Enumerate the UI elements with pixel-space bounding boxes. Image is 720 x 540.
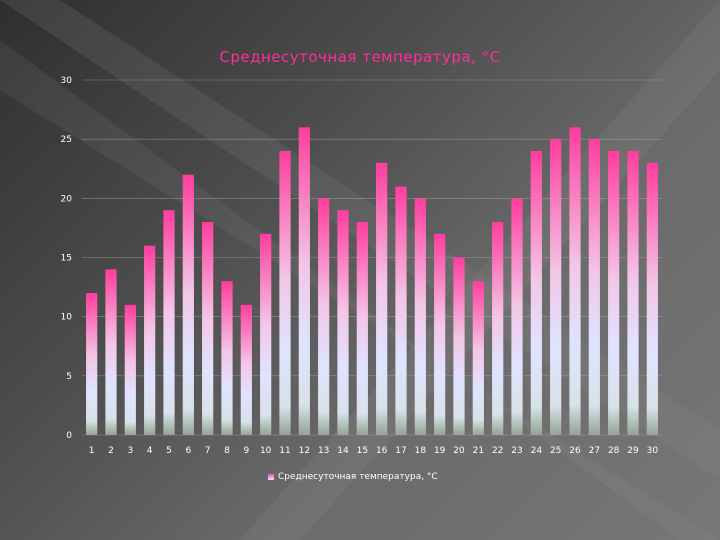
bar	[530, 151, 542, 435]
bar	[163, 210, 175, 435]
x-tick-label: 20	[453, 446, 465, 456]
x-tick-label: 11	[279, 446, 290, 456]
bar	[124, 304, 136, 435]
x-tick-label: 3	[127, 446, 133, 456]
bar	[569, 127, 581, 435]
x-tick-label: 28	[608, 446, 620, 456]
bar	[105, 269, 117, 435]
y-axis-tick-labels: 0 5 10 15 20 25 30	[61, 76, 73, 441]
bar	[588, 139, 600, 435]
x-axis-tick-labels: 1 2 3 4 5 6 7 8 9 10 11 12 13 14 15 16 17 18 19 20 21 22 23 24 2…	[89, 446, 659, 456]
bar	[86, 293, 98, 435]
bar	[221, 281, 233, 435]
x-tick-label: 6	[185, 446, 191, 456]
bar	[337, 210, 349, 435]
y-tick-label: 0	[66, 431, 72, 441]
bar	[414, 198, 426, 435]
bar	[646, 162, 658, 436]
x-tick-label: 5	[166, 446, 172, 456]
x-tick-label: 19	[434, 446, 446, 456]
bar	[608, 151, 620, 435]
x-tick-label: 18	[415, 446, 427, 456]
bar	[318, 198, 330, 435]
legend-label: Среднесуточная температура, °C	[278, 472, 438, 482]
bars	[86, 127, 658, 436]
x-tick-label: 14	[337, 446, 349, 456]
bar	[472, 281, 484, 435]
x-tick-label: 21	[473, 446, 484, 456]
x-tick-label: 23	[511, 446, 522, 456]
x-tick-label: 13	[318, 446, 329, 456]
x-tick-label: 2	[108, 446, 114, 456]
x-tick-label: 22	[492, 446, 503, 456]
bar	[298, 127, 310, 435]
x-tick-label: 24	[531, 446, 543, 456]
bar	[453, 257, 465, 435]
x-tick-label: 25	[550, 446, 561, 456]
bar	[550, 139, 562, 435]
bar	[376, 162, 388, 436]
x-tick-label: 15	[357, 446, 368, 456]
x-tick-label: 12	[299, 446, 310, 456]
x-tick-label: 26	[569, 446, 581, 456]
y-tick-label: 5	[66, 372, 72, 382]
chart-title: Среднесуточная температура, °C	[219, 48, 501, 66]
x-tick-label: 9	[243, 446, 249, 456]
bar	[279, 151, 291, 435]
bar	[492, 222, 504, 435]
bar	[434, 233, 446, 435]
bar	[182, 174, 194, 435]
x-tick-label: 1	[89, 446, 95, 456]
legend: Среднесуточная температура, °C	[268, 472, 438, 482]
gridlines	[82, 79, 662, 436]
bar	[627, 151, 639, 435]
x-tick-label: 10	[260, 446, 272, 456]
x-tick-label: 8	[224, 446, 230, 456]
legend-swatch	[268, 474, 274, 480]
y-tick-label: 25	[61, 135, 72, 145]
x-tick-label: 17	[395, 446, 406, 456]
x-tick-label: 7	[205, 446, 211, 456]
x-tick-label: 16	[376, 446, 388, 456]
bar	[202, 222, 214, 435]
bar	[395, 186, 407, 435]
y-tick-label: 15	[61, 254, 72, 264]
bar	[356, 222, 368, 435]
x-tick-label: 29	[627, 446, 639, 456]
x-tick-label: 30	[647, 446, 659, 456]
bar	[240, 304, 252, 435]
bar	[511, 198, 523, 435]
y-tick-label: 30	[61, 76, 73, 86]
bar	[260, 233, 272, 435]
bar	[144, 245, 156, 435]
x-tick-label: 27	[589, 446, 600, 456]
x-tick-label: 4	[147, 446, 153, 456]
y-tick-label: 20	[61, 194, 73, 204]
y-tick-label: 10	[61, 313, 73, 323]
